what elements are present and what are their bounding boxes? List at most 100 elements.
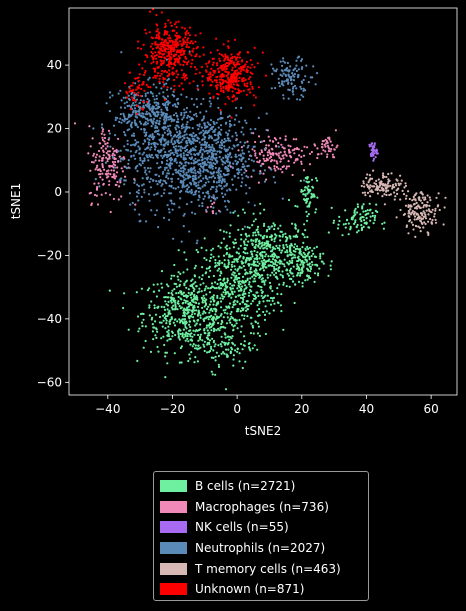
data-point	[168, 34, 171, 37]
data-point	[131, 113, 134, 116]
data-point	[224, 336, 227, 339]
data-point	[239, 283, 242, 286]
data-point	[294, 235, 297, 238]
data-point	[169, 312, 172, 315]
data-point	[237, 276, 240, 280]
data-point	[232, 246, 235, 249]
data-point	[206, 76, 209, 79]
data-point	[425, 209, 428, 212]
data-point	[302, 89, 305, 92]
data-point	[215, 156, 218, 159]
data-point	[98, 155, 101, 158]
data-point	[183, 173, 186, 176]
data-point	[160, 154, 163, 157]
data-point	[290, 75, 293, 78]
data-point	[226, 291, 229, 294]
data-point	[175, 112, 178, 115]
data-point	[201, 161, 204, 164]
data-point	[174, 60, 177, 63]
data-point	[412, 195, 415, 199]
data-point	[268, 149, 271, 152]
data-point	[223, 277, 226, 280]
data-point	[372, 145, 375, 148]
data-point	[226, 279, 229, 282]
x-tick-label: 0	[233, 402, 241, 416]
legend-item: NK cells (n=55)	[160, 517, 368, 538]
data-point	[232, 354, 235, 357]
data-point	[149, 167, 152, 170]
data-point	[229, 286, 232, 289]
data-point	[184, 74, 188, 77]
data-point	[215, 153, 218, 156]
data-point	[162, 61, 165, 64]
data-point	[156, 28, 159, 31]
data-point	[241, 163, 245, 166]
data-point	[212, 194, 215, 197]
data-point	[242, 256, 245, 259]
data-point	[256, 322, 260, 325]
data-point	[290, 272, 293, 275]
data-point	[227, 292, 230, 295]
data-point	[155, 23, 158, 26]
data-point	[197, 128, 200, 131]
data-point	[169, 164, 172, 167]
data-point	[249, 76, 252, 79]
data-point	[207, 338, 210, 341]
data-point	[231, 135, 234, 138]
data-point	[139, 159, 142, 162]
data-point	[224, 326, 227, 329]
data-point	[179, 197, 182, 200]
data-point	[111, 147, 115, 150]
data-point	[225, 67, 228, 70]
data-point	[245, 244, 249, 247]
data-point	[308, 246, 312, 249]
data-point	[265, 236, 269, 239]
data-point	[197, 176, 200, 179]
data-point	[117, 137, 120, 140]
data-point	[206, 329, 209, 332]
data-point	[119, 157, 122, 160]
data-point	[286, 78, 289, 81]
data-point	[155, 180, 158, 183]
data-point	[208, 150, 211, 153]
data-point	[261, 251, 264, 254]
data-point	[268, 281, 272, 284]
data-point	[154, 334, 157, 337]
data-point	[193, 103, 196, 106]
data-point	[282, 157, 285, 160]
data-point	[433, 215, 436, 218]
data-point	[286, 254, 289, 257]
legend-swatch	[160, 500, 187, 513]
data-point	[277, 167, 280, 170]
data-point	[225, 65, 228, 68]
data-point	[188, 323, 191, 326]
data-point	[202, 117, 205, 120]
data-point	[148, 170, 151, 173]
data-point	[219, 184, 222, 187]
data-point	[202, 132, 206, 135]
data-point	[126, 104, 129, 108]
data-point	[301, 281, 304, 285]
data-point	[211, 143, 214, 147]
data-point	[313, 194, 316, 197]
data-point	[167, 164, 170, 167]
data-point	[223, 265, 226, 268]
data-point	[269, 155, 272, 158]
data-point	[229, 81, 232, 84]
series-points	[73, 122, 339, 215]
data-point	[221, 187, 224, 190]
data-point	[247, 158, 251, 161]
data-point	[167, 48, 170, 51]
data-point	[212, 172, 215, 175]
data-point	[200, 126, 203, 129]
data-point	[237, 176, 240, 179]
data-point	[183, 76, 186, 79]
data-point	[252, 132, 255, 135]
data-point	[238, 318, 241, 322]
data-point	[240, 173, 243, 176]
data-point	[215, 171, 218, 174]
data-point	[245, 70, 248, 73]
data-point	[231, 265, 234, 268]
data-point	[232, 274, 235, 277]
data-point	[212, 206, 215, 209]
